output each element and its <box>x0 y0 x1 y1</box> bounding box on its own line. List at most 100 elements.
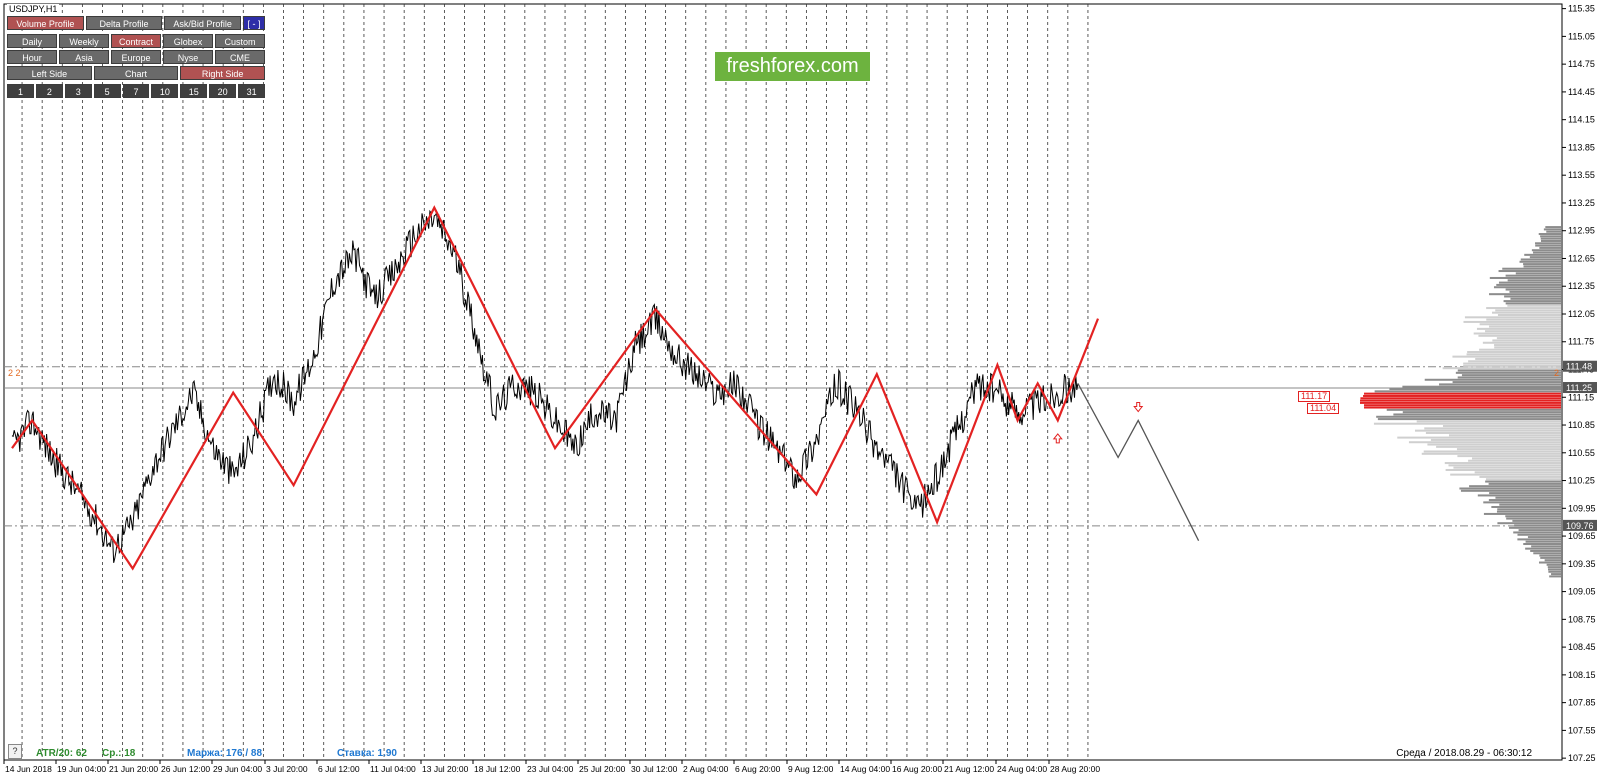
volume-profile-bar <box>1492 339 1561 342</box>
y-tick-label: 112.05 <box>1568 309 1595 319</box>
volume-profile-bar <box>1523 543 1561 546</box>
volume-profile-bar <box>1373 422 1561 425</box>
volume-profile-bar <box>1495 309 1561 312</box>
volume-profile-bar <box>1505 288 1561 291</box>
x-tick-label: 3 Jul 20:00 <box>266 764 308 774</box>
volume-profile-bar <box>1473 332 1561 335</box>
y-highlight-label: 109.76 <box>1566 521 1594 531</box>
volume-profile-bar <box>1471 457 1561 460</box>
volume-profile-bar <box>1548 570 1561 573</box>
range-2-button[interactable]: 2 <box>35 84 63 98</box>
x-tick-label: 11 Jul 04:00 <box>370 764 416 774</box>
volume-profile-bar <box>1498 270 1561 273</box>
cme-button[interactable]: CME <box>215 50 265 64</box>
help-button[interactable]: ? <box>8 744 22 759</box>
left-side-button[interactable]: Left Side <box>7 66 92 80</box>
y-highlight-box <box>1563 382 1597 394</box>
volume-profile-bar <box>1497 313 1561 317</box>
volume-profile-bar <box>1524 253 1561 256</box>
brand-watermark: freshforex.com <box>715 52 870 81</box>
volume-profile-bar <box>1427 443 1561 446</box>
volume-profile-bar <box>1494 344 1561 347</box>
range-1-button[interactable]: 1 <box>7 84 34 98</box>
volume-profile-bar <box>1389 388 1561 391</box>
volume-profile-bar <box>1442 425 1561 428</box>
custom-button[interactable]: Custom <box>215 34 265 48</box>
volume-profile-bar <box>1497 522 1561 525</box>
hour-button[interactable]: Hour <box>7 50 57 64</box>
volume-profile-bar <box>1377 418 1561 421</box>
weekly-button[interactable]: Weekly <box>59 34 109 48</box>
x-tick-label: 29 Jun 04:00 <box>213 764 262 774</box>
session-row: Hour Asia Europe Nyse CME <box>7 50 265 64</box>
volume-profile-bar <box>1551 573 1561 576</box>
asia-button[interactable]: Asia <box>59 50 109 64</box>
volume-profile-bar <box>1424 378 1561 381</box>
nyse-button[interactable]: Nyse <box>163 50 213 64</box>
price-line <box>11 209 1079 563</box>
y-highlight-label: 111.25 <box>1566 383 1592 393</box>
volume-profile-bar <box>1513 531 1561 534</box>
volume-profile-bar <box>1468 459 1561 462</box>
volume-profile-bar <box>1496 510 1561 513</box>
x-tick-label: 26 Jun 12:00 <box>161 764 210 774</box>
x-tick-label: 14 Aug 04:00 <box>840 764 890 774</box>
volume-profile-bar <box>1540 556 1561 559</box>
volume-profile-bar <box>1535 244 1561 247</box>
ask-bid-profile-button[interactable]: Ask/Bid Profile <box>164 16 242 30</box>
volume-profile-bar <box>1478 334 1561 337</box>
range-15-button[interactable]: 15 <box>180 84 208 98</box>
volume-profile-bar <box>1489 276 1561 279</box>
volume-profile-bar <box>1527 536 1561 539</box>
x-tick-label: 18 Jul 12:00 <box>474 764 521 774</box>
volume-profile-bar <box>1525 547 1561 550</box>
volume-profile-bar <box>1547 566 1561 569</box>
right-side-button[interactable]: Right Side <box>180 66 266 80</box>
y-tick-label: 113.55 <box>1568 170 1595 180</box>
y-tick-label: 108.75 <box>1568 614 1596 624</box>
volume-profile-bar <box>1421 452 1561 455</box>
europe-button[interactable]: Europe <box>111 50 161 64</box>
volume-profile-bar <box>1463 320 1561 323</box>
range-7-button[interactable]: 7 <box>122 84 150 98</box>
volume-profile-bar <box>1364 406 1561 409</box>
volume-profile-bar <box>1457 376 1561 379</box>
volume-profile-bar <box>1529 256 1561 259</box>
globex-button[interactable]: Globex <box>163 34 213 48</box>
volume-profile-bar <box>1502 267 1561 270</box>
arrow-down-marker <box>1133 402 1144 413</box>
x-tick-label: 6 Jul 12:00 <box>318 764 360 774</box>
y-tick-label: 107.25 <box>1568 753 1596 763</box>
volume-profile-bar <box>1386 408 1561 411</box>
volume-profile-bar <box>1364 392 1561 395</box>
volume-profile-bar <box>1525 540 1561 543</box>
range-5-button[interactable]: 5 <box>93 84 121 98</box>
volume-profile-panel: Volume Profile Delta Profile Ask/Bid Pro… <box>7 16 266 100</box>
x-tick-label: 28 Aug 20:00 <box>1050 764 1100 774</box>
y-tick-label: 109.35 <box>1568 559 1596 569</box>
volume-profile-bar <box>1504 295 1561 298</box>
range-10-button[interactable]: 10 <box>151 84 179 98</box>
volume-profile-bar <box>1469 485 1561 488</box>
volume-profile-bar <box>1444 462 1561 465</box>
volume-profile-bar <box>1452 381 1561 384</box>
range-31-button[interactable]: 31 <box>238 84 266 98</box>
volume-profile-button[interactable]: Volume Profile <box>7 16 84 30</box>
volume-profile-bar <box>1514 524 1561 527</box>
daily-button[interactable]: Daily <box>7 34 57 48</box>
volume-profile-bar <box>1482 341 1561 344</box>
volume-profile-bar <box>1540 237 1561 240</box>
volume-profile-bar <box>1523 265 1561 268</box>
range-3-button[interactable]: 3 <box>64 84 92 98</box>
volume-profile-bar <box>1545 226 1561 229</box>
chart-side-button[interactable]: Chart <box>93 66 179 80</box>
contract-button[interactable]: Contract <box>111 34 161 48</box>
volume-profile-bar <box>1402 411 1561 414</box>
collapse-button[interactable]: [ - ] <box>243 16 266 30</box>
range-20-button[interactable]: 20 <box>209 84 237 98</box>
y-highlight-box <box>1563 360 1597 372</box>
delta-profile-button[interactable]: Delta Profile <box>85 16 163 30</box>
volume-profile-bar <box>1496 283 1561 286</box>
volume-profile-bar <box>1363 394 1561 397</box>
